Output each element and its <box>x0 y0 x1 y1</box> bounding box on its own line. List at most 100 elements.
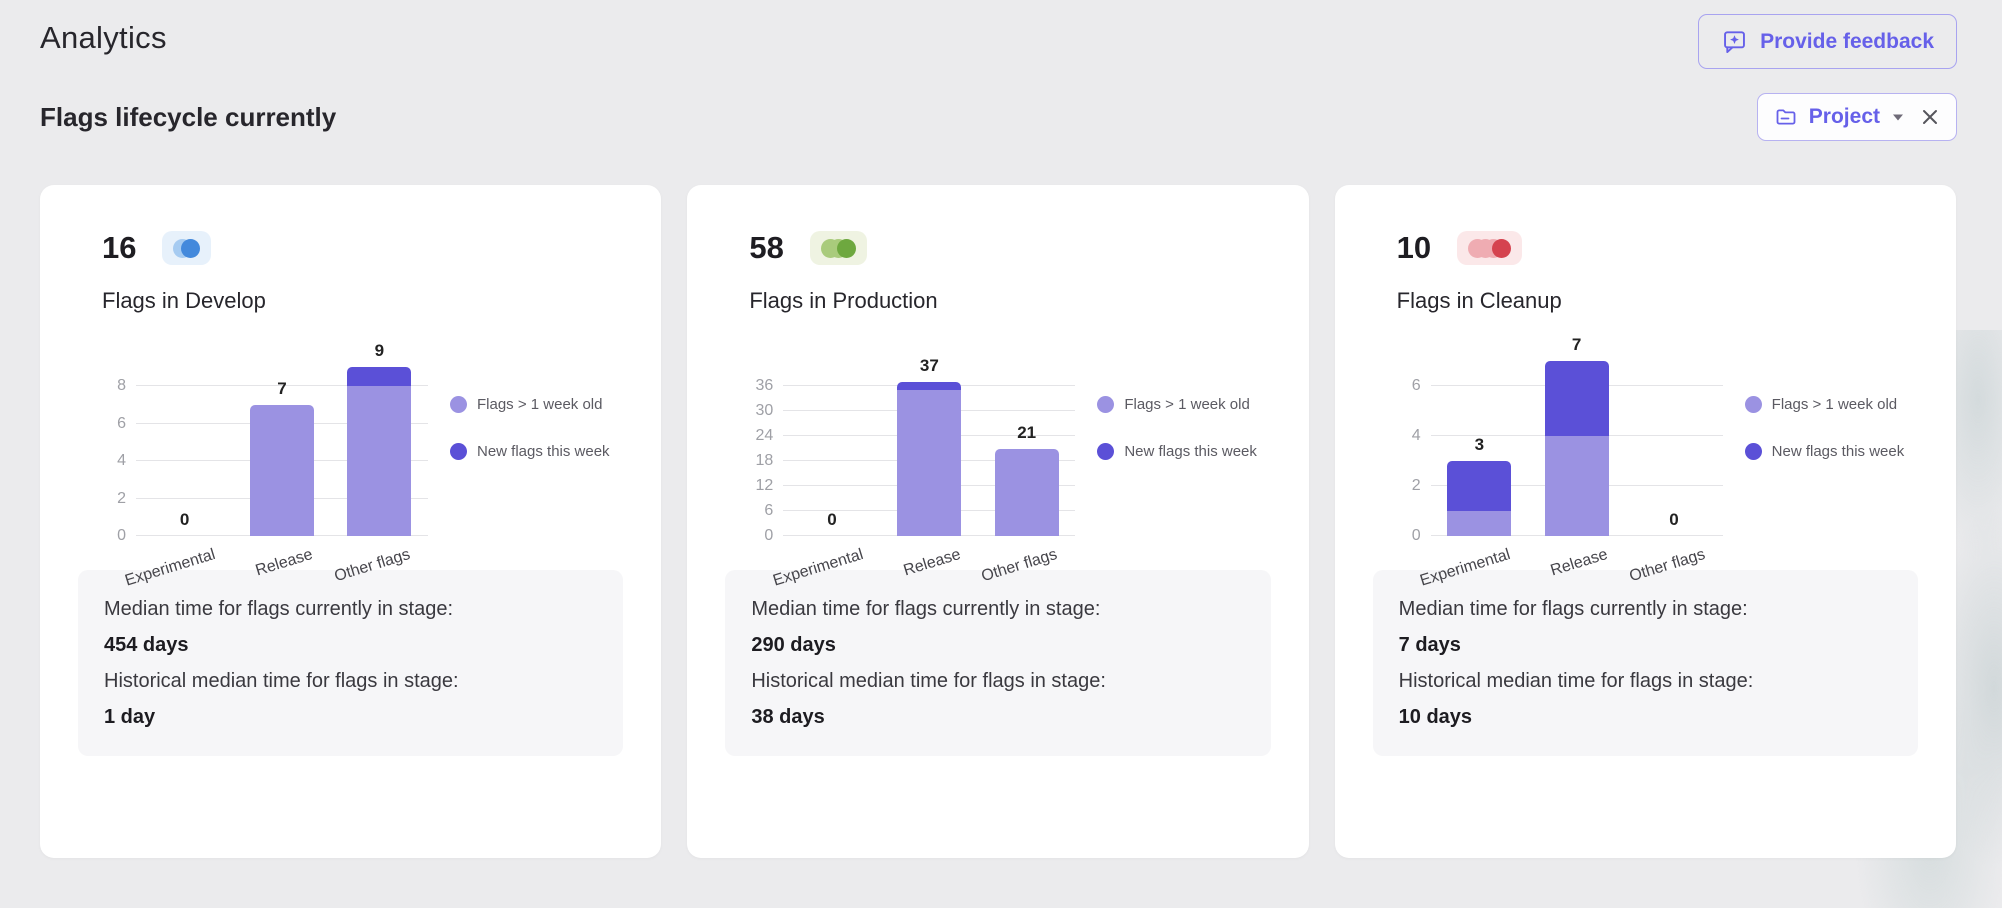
bar-value-label: 9 <box>374 341 385 361</box>
page-header: Analytics Provide feedback <box>0 0 2002 69</box>
stage-circle-icon <box>181 238 201 258</box>
feedback-sparkle-bubble-icon <box>1721 28 1748 55</box>
chart-legend: Flags > 1 week old New flags this week <box>1097 396 1257 536</box>
median-stats-panel: Median time for flags currently in stage… <box>1372 570 1918 756</box>
y-axis-tick-label: 4 <box>117 452 126 469</box>
new-flags-dot-icon <box>1097 443 1115 460</box>
current-median-value: 290 days <box>751 634 836 656</box>
legend-item-new-flags: New flags this week <box>1097 443 1257 460</box>
stacked-bar <box>347 367 412 536</box>
project-filter-label: Project <box>1808 105 1880 128</box>
bar-value-label: 21 <box>1017 422 1037 442</box>
bar-segment-old-flags <box>897 390 962 536</box>
historical-median-label: Historical median time for flags in stag… <box>104 670 459 692</box>
bar-value-label: 37 <box>919 355 939 375</box>
old-flags-dot-icon <box>450 396 467 413</box>
stage-circle-icon <box>1492 238 1512 258</box>
flag-count: 58 <box>749 230 784 265</box>
flag-count: 10 <box>1396 230 1432 265</box>
legend-item-old-flags: Flags > 1 week old <box>450 396 610 413</box>
flags-bar-chart: 0 2 4 6 8 0 Experimental 7 Release 9 Other flags F… <box>78 334 623 589</box>
card-header: 58 <box>749 230 1270 266</box>
bar-value-label: 0 <box>1669 510 1679 529</box>
stacked-bar <box>1447 461 1512 536</box>
card-header: 16 <box>102 230 623 266</box>
folder-icon <box>1774 105 1798 129</box>
y-axis-tick-label: 6 <box>1411 377 1421 394</box>
flag-count: 16 <box>102 230 137 265</box>
stage-circle-icon <box>836 238 856 258</box>
old-flags-dot-icon <box>1744 396 1762 413</box>
historical-median-value: 1 day <box>104 706 156 728</box>
y-axis-tick-label: 0 <box>764 527 774 544</box>
current-median-label: Median time for flags currently in stage… <box>104 598 454 620</box>
bar-segment-old-flags <box>347 386 412 536</box>
bar-value-label: 7 <box>1571 335 1582 354</box>
bar-segment-old-flags <box>1447 511 1512 536</box>
chart-plot-area: 0 6 12 18 24 30 36 0 Experimental 37 Release 21 Othe… <box>756 356 1076 590</box>
y-axis-tick-label: 2 <box>1411 477 1421 494</box>
page-title: Analytics <box>40 20 167 55</box>
stage-label: Flags in Production <box>749 288 938 313</box>
stacked-bar <box>1544 361 1609 536</box>
provide-feedback-button[interactable]: Provide feedback <box>1698 14 1957 69</box>
current-median-value: 454 days <box>104 634 189 656</box>
median-stats-panel: Median time for flags currently in stage… <box>78 570 624 756</box>
stage-card-cleanup: 10 Flags in Cleanup 0 2 4 6 3 Experimental 7 Re… <box>1334 185 1956 858</box>
y-axis-tick-label: 0 <box>1411 527 1421 544</box>
bar-segment-new-flags <box>1544 361 1609 436</box>
y-axis-tick-label: 8 <box>117 377 126 394</box>
bar-segment-new-flags <box>1447 461 1512 511</box>
flags-bar-chart: 0 6 12 18 24 30 36 0 Experimental 37 Release 21 Othe… <box>725 334 1270 590</box>
bar-segment-old-flags <box>1544 436 1609 536</box>
current-median-label: Median time for flags currently in stage… <box>751 598 1101 620</box>
y-axis-tick-label: 6 <box>764 502 774 519</box>
card-header: 10 <box>1397 230 1918 266</box>
legend-item-old-flags: Flags > 1 week old <box>1097 396 1257 413</box>
historical-median-value: 38 days <box>751 706 825 728</box>
bar-segment-new-flags <box>897 381 962 391</box>
y-axis-tick-label: 0 <box>117 527 126 544</box>
gridline <box>136 385 428 386</box>
stage-card-production: 58 Flags in Production 0 6 12 18 24 30 36 0 Expe… <box>687 185 1309 858</box>
bar-value-label: 7 <box>277 378 287 398</box>
historical-median-value: 10 days <box>1398 706 1473 728</box>
feedback-button-label: Provide feedback <box>1760 29 1934 53</box>
y-axis-tick-label: 2 <box>117 489 126 507</box>
stacked-bar <box>994 448 1059 536</box>
develop-stage-badge <box>162 231 212 265</box>
flags-bar-chart: 0 2 4 6 3 Experimental 7 Release 0 Other flags Fl… <box>1373 334 1918 590</box>
bar-segment-new-flags <box>347 367 412 386</box>
remove-filter-icon[interactable] <box>1920 107 1940 127</box>
chart-legend: Flags > 1 week old New flags this week <box>450 396 610 536</box>
stage-card-develop: 16 Flags in Develop 0 2 4 6 8 0 Experimental 7 R… <box>40 185 662 858</box>
new-flags-dot-icon <box>450 443 467 460</box>
y-axis-tick-label: 12 <box>755 477 774 494</box>
current-median-label: Median time for flags currently in stage… <box>1398 598 1748 620</box>
bar-value-label: 3 <box>1474 435 1485 454</box>
stage-label: Flags in Develop <box>102 288 266 313</box>
cleanup-stage-badge <box>1457 231 1523 265</box>
legend-item-new-flags: New flags this week <box>450 443 610 460</box>
section-title: Flags lifecycle currently <box>40 101 337 132</box>
production-stage-badge <box>809 231 867 265</box>
project-filter-dropdown[interactable]: Project <box>1756 93 1957 141</box>
stacked-bar <box>897 381 962 536</box>
bar-value-label: 0 <box>179 510 190 529</box>
bar-value-label: 0 <box>827 510 837 529</box>
y-axis-tick-label: 4 <box>1411 427 1421 444</box>
stage-cards-row: 16 Flags in Develop 0 2 4 6 8 0 Experimental 7 R… <box>40 185 1956 858</box>
legend-item-new-flags: New flags this week <box>1744 443 1904 460</box>
chart-legend: Flags > 1 week old New flags this week <box>1744 396 1904 536</box>
historical-median-label: Historical median time for flags in stag… <box>751 670 1106 692</box>
stage-label: Flags in Cleanup <box>1396 288 1562 313</box>
median-stats-panel: Median time for flags currently in stage… <box>725 570 1271 756</box>
y-axis-tick-label: 6 <box>117 414 126 432</box>
y-axis-tick-label: 18 <box>755 452 774 469</box>
historical-median-label: Historical median time for flags in stag… <box>1398 670 1754 692</box>
section-header: Flags lifecycle currently Project <box>0 93 2002 141</box>
y-axis-tick-label: 30 <box>755 402 774 419</box>
new-flags-dot-icon <box>1744 443 1762 460</box>
old-flags-dot-icon <box>1097 396 1115 413</box>
chevron-down-icon <box>1891 112 1905 123</box>
